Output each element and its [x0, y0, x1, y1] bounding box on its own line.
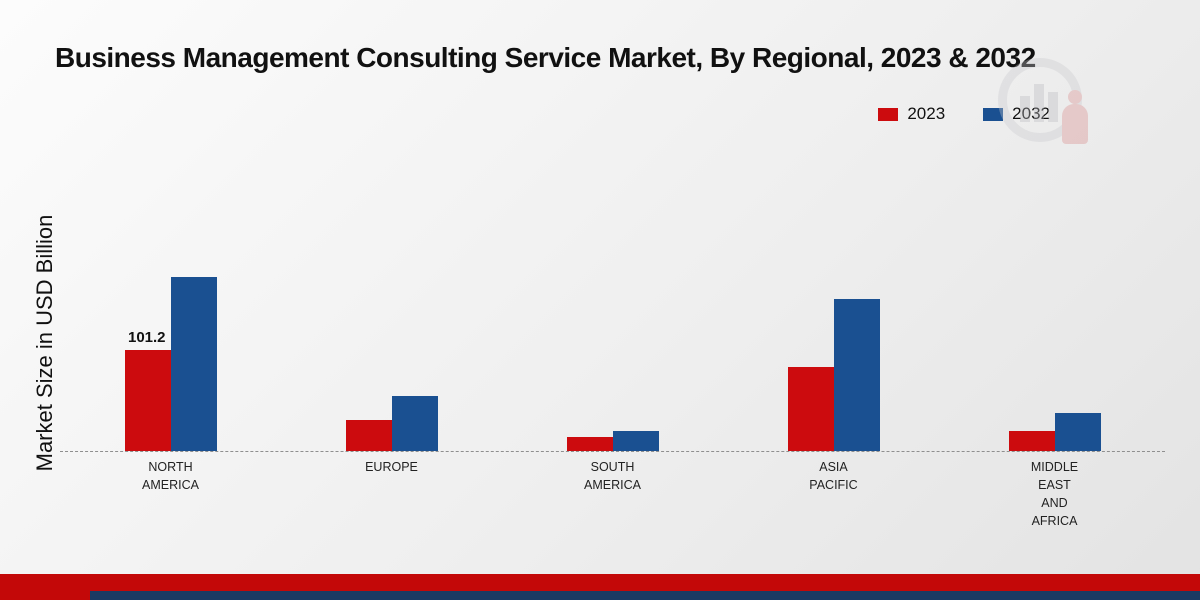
legend-swatch-2023 — [878, 107, 899, 121]
plot-area: 101.2 — [60, 150, 1165, 452]
footer-red-band — [0, 574, 1200, 591]
x-axis-label: EUROPE — [365, 460, 418, 474]
footer-red-corner — [0, 591, 90, 600]
bar-value-label: 101.2 — [127, 329, 166, 346]
y-axis-label: Market Size in USD Billion — [32, 214, 57, 472]
x-axis-label: NORTH AMERICA — [142, 460, 199, 493]
legend: 2023 2032 — [878, 104, 1050, 124]
x-axis-label: ASIA PACIFIC — [809, 460, 858, 493]
chart-title: Business Management Consulting Service M… — [55, 42, 1036, 73]
bar-2032-south-america — [612, 431, 659, 451]
bar-group — [281, 150, 502, 451]
legend-item-2032: 2032 — [983, 104, 1050, 124]
bar-2023-north-america: 101.2 — [124, 329, 171, 451]
x-axis-labels: NORTH AMERICA EUROPE SOUTH AMERICA ASIA PACIFI… — [60, 458, 1165, 531]
legend-swatch-2032 — [983, 107, 1004, 121]
bar-2023-asia-pacific — [787, 367, 834, 451]
x-axis-label: SOUTH AMERICA — [584, 460, 641, 493]
bar-group — [723, 150, 944, 451]
bar-2032-europe — [391, 396, 438, 451]
legend-label-2032: 2032 — [1012, 104, 1050, 123]
bar-group — [502, 150, 723, 451]
bar-group — [944, 150, 1165, 451]
legend-label-2023: 2023 — [907, 104, 946, 123]
bar-2032-asia-pacific — [833, 299, 880, 451]
x-axis-label: MIDDLE EAST AND AFRICA — [1030, 460, 1079, 529]
watermark-person-icon — [1062, 90, 1088, 144]
bar-group: 101.2 — [60, 150, 281, 451]
bar-2023-middle-east-and-africa — [1008, 431, 1055, 451]
legend-item-2023: 2023 — [878, 104, 945, 124]
bar-2023-south-america — [566, 437, 613, 451]
bar-2032-north-america — [170, 277, 217, 451]
bar-2032-middle-east-and-africa — [1054, 413, 1101, 451]
bar-2023-europe — [345, 420, 392, 451]
footer-navy-band — [90, 591, 1200, 600]
